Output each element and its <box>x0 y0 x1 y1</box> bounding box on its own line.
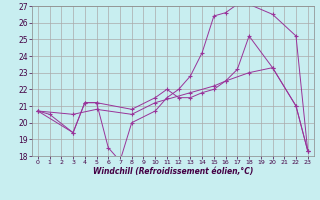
X-axis label: Windchill (Refroidissement éolien,°C): Windchill (Refroidissement éolien,°C) <box>92 167 253 176</box>
